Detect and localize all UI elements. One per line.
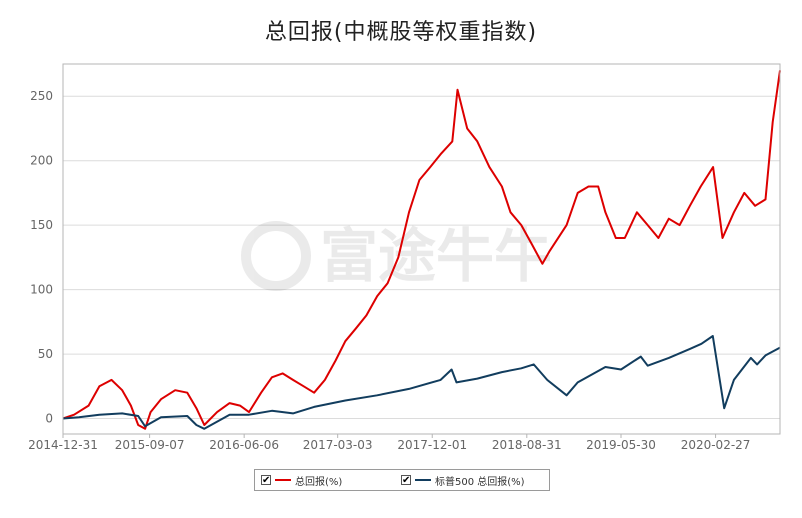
x-axis: 2014-12-31 2015-09-07 2016-06-06 2017-03-03…: [28, 434, 750, 452]
x-tick-label: 2019-05-30: [586, 438, 656, 452]
svg-text:富途牛牛: 富途牛牛: [320, 222, 552, 290]
x-tick-label: 2014-12-31: [28, 438, 98, 452]
series-lines: [62, 70, 781, 430]
legend-label: 标普500 总回报(%): [435, 476, 525, 488]
y-axis: 0 50 100 150 200 250: [30, 89, 53, 425]
y-tick-label: 100: [30, 283, 53, 297]
y-tick-label: 50: [38, 347, 53, 361]
chart-title: 总回报(中概股等权重指数): [264, 20, 538, 45]
grid-lines: [63, 95, 780, 420]
legend: ✔ 总回报(%) ✔ 标普500 总回报(%): [254, 469, 550, 491]
legend-label: 总回报(%): [295, 476, 343, 488]
x-tick-label: 2017-12-01: [397, 438, 467, 452]
x-tick-label: 2017-03-03: [303, 438, 373, 452]
legend-checkbox-icon[interactable]: ✔: [261, 475, 271, 486]
y-tick-label: 0: [45, 412, 53, 426]
x-tick-label: 2020-02-27: [681, 438, 751, 452]
series-line-total-return: [62, 70, 781, 430]
legend-swatch: [275, 479, 291, 481]
watermark-logo: 富途牛牛: [241, 221, 552, 291]
legend-item-sp500[interactable]: ✔ 标普500 总回报(%): [401, 473, 525, 488]
legend-item-total-return[interactable]: ✔ 总回报(%): [261, 473, 343, 488]
y-tick-label: 150: [30, 218, 53, 232]
x-tick-label: 2016-06-06: [209, 438, 279, 452]
x-tick-label: 2018-08-31: [492, 438, 562, 452]
series-line-sp500-total-return: [62, 335, 781, 430]
legend-checkbox-icon[interactable]: ✔: [401, 475, 411, 486]
legend-swatch: [415, 479, 431, 481]
y-tick-label: 200: [30, 154, 53, 168]
y-tick-label: 250: [30, 89, 53, 103]
plot-frame: [62, 63, 781, 435]
x-tick-label: 2015-09-07: [115, 438, 185, 452]
